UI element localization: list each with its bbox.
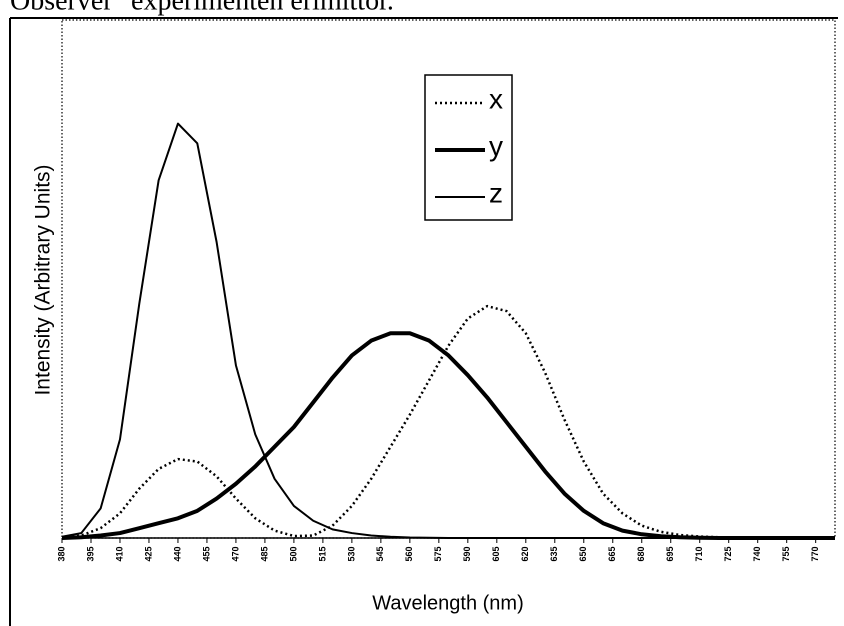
legend-label: y	[489, 130, 503, 161]
series-line	[61, 331, 835, 540]
x-tick-label: 620	[520, 546, 530, 561]
x-tick-label: 515	[317, 546, 327, 561]
x-tick-label: 500	[288, 546, 298, 561]
x-tick-label: 650	[578, 546, 588, 561]
x-tick-label: 455	[201, 546, 211, 561]
x-axis-label: Wavelength (nm)	[372, 592, 524, 614]
x-tick-label: 530	[346, 546, 356, 561]
x-tick-label: 665	[607, 546, 617, 561]
x-tick-label: 605	[491, 546, 501, 561]
x-tick-label: 470	[230, 546, 240, 561]
x-tick-label: 545	[375, 546, 385, 561]
x-tick-label: 575	[433, 546, 443, 561]
series-line	[61, 304, 835, 540]
x-tick-label: 440	[172, 546, 182, 561]
x-tick-label: 755	[781, 546, 791, 561]
x-tick-label: 635	[549, 546, 559, 561]
x-tick-label: 560	[404, 546, 414, 561]
legend-label: z	[489, 177, 503, 208]
x-tick-label: 485	[259, 546, 269, 561]
x-tick-label: 770	[810, 546, 820, 561]
legend	[424, 74, 513, 221]
legend-label: x	[489, 83, 503, 114]
x-tick-label: 680	[636, 546, 646, 561]
x-tick-label: 695	[665, 546, 675, 561]
x-tick-label: 380	[56, 546, 66, 561]
x-tick-label: 395	[85, 546, 95, 561]
x-tick-label: 410	[114, 546, 124, 561]
x-tick-label: 725	[723, 546, 733, 561]
series-line	[61, 122, 835, 539]
chart-title: Observer" experimenten erimittor.	[10, 0, 394, 16]
x-tick-label: 590	[462, 546, 472, 561]
x-tick-label: 710	[694, 546, 704, 561]
x-tick-label: 740	[752, 546, 762, 561]
x-tick-label: 425	[143, 546, 153, 561]
y-axis-label: Intensity (Arbitrary Units)	[32, 164, 55, 395]
